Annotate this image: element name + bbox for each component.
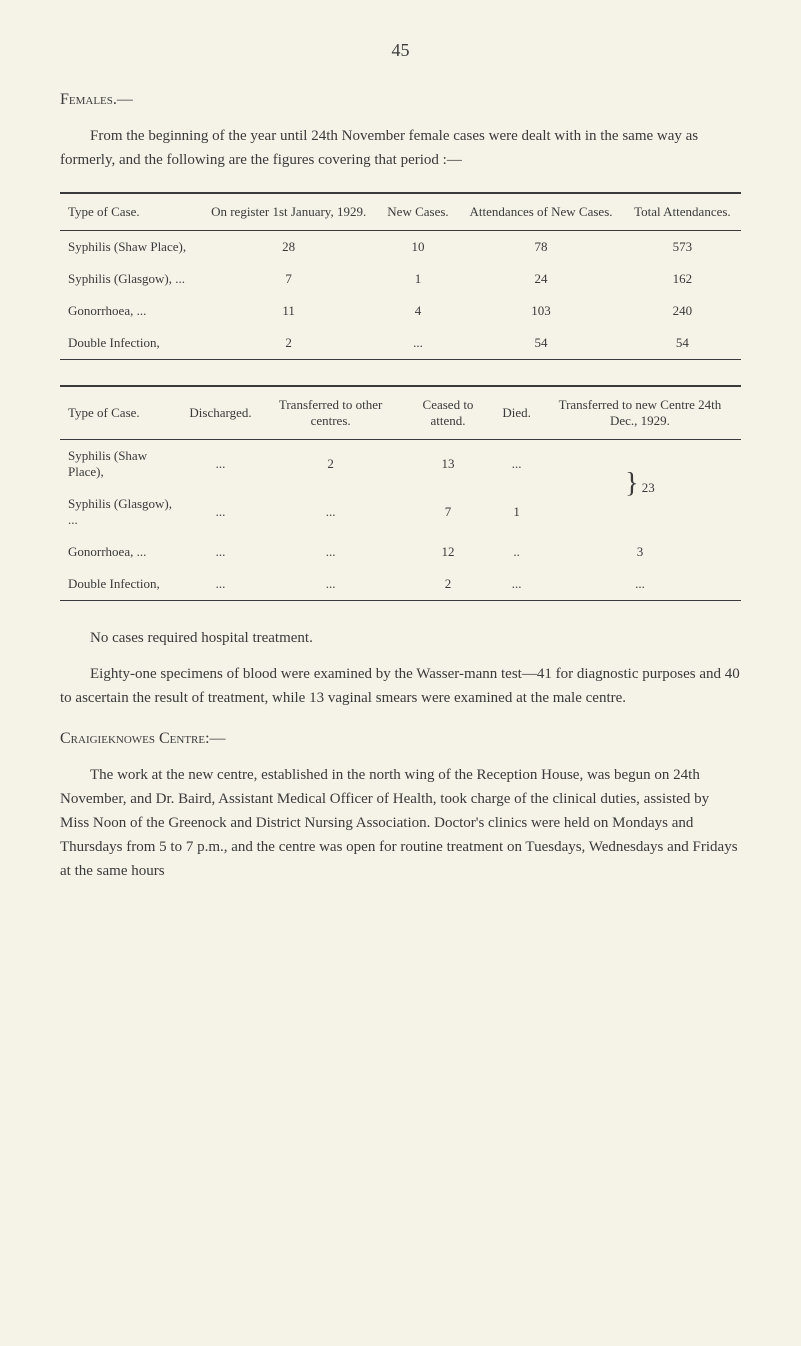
t2-r1c4: 1 xyxy=(494,488,539,536)
t1-r1c3: 24 xyxy=(458,263,624,295)
t2-r2c3: 12 xyxy=(402,536,495,568)
page-number: 45 xyxy=(60,40,741,61)
t1-r2c3: 103 xyxy=(458,295,624,327)
t1-h0: Type of Case. xyxy=(60,193,200,231)
t2-r2c1: ... xyxy=(181,536,259,568)
t2-r2c4: .. xyxy=(494,536,539,568)
craigieknowes-heading: Craigieknowes Centre:— xyxy=(60,730,741,748)
t2-r0c1: ... xyxy=(181,440,259,489)
t2-r2c5: 3 xyxy=(539,536,741,568)
t2-h2: Transferred to other centres. xyxy=(260,386,402,440)
t2-h3: Ceased to attend. xyxy=(402,386,495,440)
t2-bracket-cell: } 23 xyxy=(539,440,741,537)
table-row: Syphilis (Shaw Place), 28 10 78 573 xyxy=(60,231,741,264)
table-row: Gonorrhoea, ... ... ... 12 .. 3 xyxy=(60,536,741,568)
t1-r2c2: 4 xyxy=(378,295,459,327)
t1-r3c0: Double Infection, xyxy=(60,327,200,360)
t2-r1c2: ... xyxy=(260,488,402,536)
no-cases-para: No cases required hospital treatment. xyxy=(60,626,741,650)
t1-h3: Attendances of New Cases. xyxy=(458,193,624,231)
t1-h4: Total Attendances. xyxy=(624,193,741,231)
table-row: Double Infection, 2 ... 54 54 xyxy=(60,327,741,360)
t1-r1c2: 1 xyxy=(378,263,459,295)
t1-r1c4: 162 xyxy=(624,263,741,295)
t2-h5: Transferred to new Centre 24th Dec., 192… xyxy=(539,386,741,440)
t1-r3c4: 54 xyxy=(624,327,741,360)
t2-r1c1: ... xyxy=(181,488,259,536)
t2-r0c2: 2 xyxy=(260,440,402,489)
t2-h1: Discharged. xyxy=(181,386,259,440)
t2-h4: Died. xyxy=(494,386,539,440)
t2-r2c0: Gonorrhoea, ... xyxy=(60,536,181,568)
t1-r2c0: Gonorrhoea, ... xyxy=(60,295,200,327)
t2-r3c5: ... xyxy=(539,568,741,601)
t2-r1c0: Syphilis (Glasgow), ... xyxy=(60,488,181,536)
table-row: Syphilis (Shaw Place), ... 2 13 ... } 23 xyxy=(60,440,741,489)
t2-r0c4: ... xyxy=(494,440,539,489)
t2-h0: Type of Case. xyxy=(60,386,181,440)
t1-r3c1: 2 xyxy=(200,327,378,360)
t2-r3c3: 2 xyxy=(402,568,495,601)
t1-r0c0: Syphilis (Shaw Place), xyxy=(60,231,200,264)
table-row: Double Infection, ... ... 2 ... ... xyxy=(60,568,741,601)
t1-h2: New Cases. xyxy=(378,193,459,231)
t2-r0c3: 13 xyxy=(402,440,495,489)
t1-r0c4: 573 xyxy=(624,231,741,264)
t2-r3c1: ... xyxy=(181,568,259,601)
females-heading: Females.— xyxy=(60,91,741,109)
t2-r3c4: ... xyxy=(494,568,539,601)
t1-h1: On register 1st January, 1929. xyxy=(200,193,378,231)
intro-paragraph: From the beginning of the year until 24t… xyxy=(60,124,741,172)
t2-r2c2: ... xyxy=(260,536,402,568)
table-row: Syphilis (Glasgow), ... 7 1 24 162 xyxy=(60,263,741,295)
t1-r3c3: 54 xyxy=(458,327,624,360)
t2-r0c0: Syphilis (Shaw Place), xyxy=(60,440,181,489)
t1-r2c4: 240 xyxy=(624,295,741,327)
t1-r1c1: 7 xyxy=(200,263,378,295)
bracket-icon: } xyxy=(625,468,638,499)
table-transferred: Type of Case. Discharged. Transferred to… xyxy=(60,385,741,601)
t2-r3c0: Double Infection, xyxy=(60,568,181,601)
t2-r1c3: 7 xyxy=(402,488,495,536)
t1-r0c1: 28 xyxy=(200,231,378,264)
specimens-para: Eighty-one specimens of blood were exami… xyxy=(60,662,741,710)
t2-bracket-value: 23 xyxy=(642,480,655,495)
table-row: Gonorrhoea, ... 11 4 103 240 xyxy=(60,295,741,327)
t2-r3c2: ... xyxy=(260,568,402,601)
t1-r2c1: 11 xyxy=(200,295,378,327)
t1-r1c0: Syphilis (Glasgow), ... xyxy=(60,263,200,295)
table-females-cases: Type of Case. On register 1st January, 1… xyxy=(60,192,741,360)
t1-r3c2: ... xyxy=(378,327,459,360)
t1-r0c2: 10 xyxy=(378,231,459,264)
centre-para: The work at the new centre, established … xyxy=(60,763,741,883)
t1-r0c3: 78 xyxy=(458,231,624,264)
